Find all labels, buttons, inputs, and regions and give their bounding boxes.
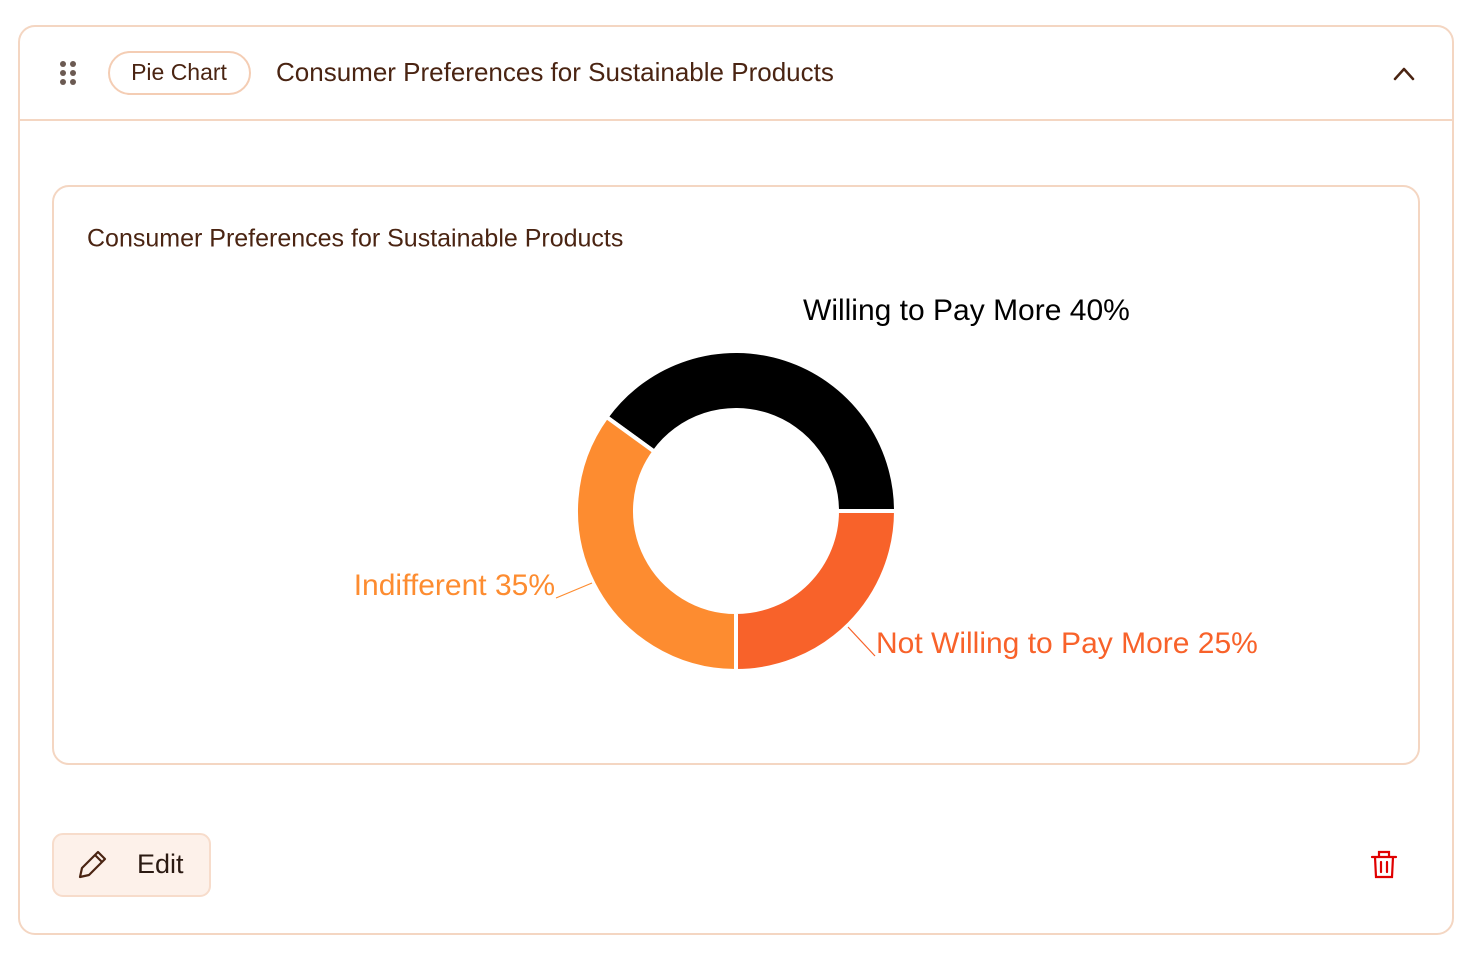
- slice-label: Not Willing to Pay More 25%: [876, 627, 1258, 660]
- delete-button[interactable]: [1370, 850, 1398, 879]
- slice-label-name: Indifferent: [354, 569, 488, 602]
- collapse-button[interactable]: [1393, 67, 1415, 81]
- edit-label[interactable]: Edit: [137, 849, 184, 879]
- pie-slice: [734, 509, 899, 674]
- leader-line: [847, 626, 876, 657]
- pie-slice: [574, 414, 738, 674]
- header-title: Consumer Preferences for Sustainable Pro…: [276, 57, 834, 87]
- slice-label-name: Not Willing to Pay More: [876, 627, 1189, 660]
- slice-label: Willing to Pay More 40%: [803, 294, 1130, 327]
- slice-label: Indifferent 35%: [354, 569, 555, 602]
- slice-label-value: 35%: [495, 569, 555, 602]
- slice-label-name: Willing to Pay More: [803, 294, 1061, 327]
- chart-card: [52, 185, 1420, 765]
- badge: [108, 51, 251, 95]
- edit-button[interactable]: [52, 833, 211, 897]
- pie-slice: [603, 349, 899, 513]
- slice-label-value: 40%: [1070, 294, 1130, 327]
- slice-label-value: 25%: [1198, 627, 1258, 660]
- chart-title: Consumer Preferences for Sustainable Pro…: [87, 225, 623, 253]
- pie: Willing to Pay More 40% Indifferent 35% No…: [354, 294, 1258, 674]
- leader-line: [555, 582, 593, 599]
- badge-text: Pie Chart: [131, 59, 227, 85]
- edit-icon: [78, 850, 107, 879]
- drag-handle[interactable]: [60, 61, 76, 85]
